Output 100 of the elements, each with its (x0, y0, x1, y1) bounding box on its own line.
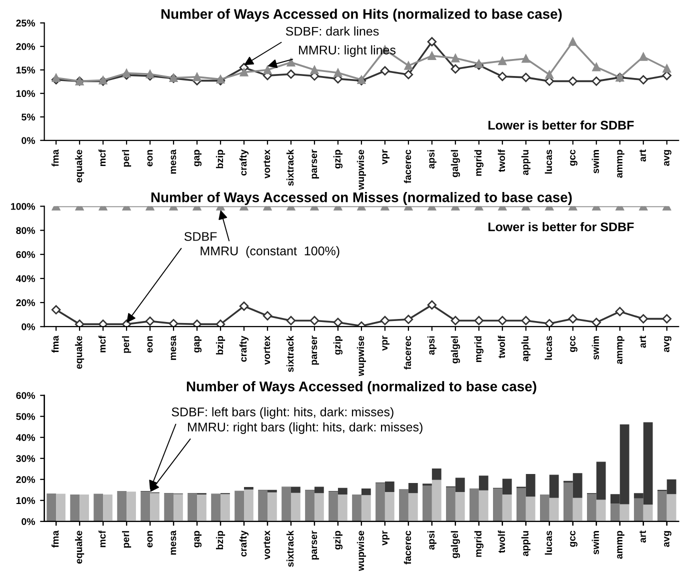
x-tick-label: vpr (382, 530, 390, 546)
x-tick-label: gcc (570, 150, 578, 166)
x-tick-label: swim (592, 150, 599, 174)
x-tick-label: facerec (404, 150, 412, 184)
point (74, 320, 84, 327)
x-tick-label: galgel (450, 336, 460, 364)
point (662, 314, 672, 324)
x-tick-label: perl (122, 336, 132, 353)
point (568, 76, 578, 86)
point (592, 62, 601, 72)
point (639, 52, 648, 61)
point (568, 38, 578, 46)
bar (361, 488, 371, 496)
x-tick-label: fma (52, 336, 59, 353)
x-tick-label: gcc (570, 336, 578, 352)
x-tick-label: art (640, 150, 646, 162)
x-tick-label: mcf (98, 149, 106, 166)
y-tick-label: 20% (16, 476, 36, 484)
x-tick-label: parser (312, 336, 320, 365)
annotation: SDBF: dark lines (286, 26, 379, 36)
bar (290, 486, 300, 493)
x-tick-label: wupwise (356, 150, 366, 190)
x-tick-label: applu (521, 336, 530, 362)
x-tick-label: twolf (498, 336, 506, 358)
x-tick-label: eon (147, 336, 153, 353)
annotation: MMRU: right bars (light: hits, dark: misses) (188, 422, 422, 434)
x-tick-label: avg (664, 531, 672, 547)
x-tick-label: mgrid (474, 150, 484, 176)
point (98, 320, 108, 327)
point (427, 300, 437, 310)
x-tick-label: mcf (98, 530, 106, 548)
x-tick-label: facerec (404, 336, 412, 370)
y-tick-label: 40% (16, 275, 36, 282)
x-tick-label: sixtrack (286, 530, 294, 567)
x-tick-label: art (640, 336, 646, 348)
point (450, 64, 460, 74)
y-tick-label: 0% (22, 137, 36, 144)
x-tick-label: vpr (382, 150, 390, 165)
point (498, 72, 508, 82)
point (498, 316, 508, 326)
x-tick-label: twolf (498, 149, 506, 172)
x-tick-label: mesa (170, 530, 176, 555)
point (216, 75, 225, 84)
y-tick-label: 5% (22, 114, 36, 121)
point (122, 320, 132, 327)
x-tick-label: equake (75, 530, 84, 564)
x-tick-label: bzip (216, 530, 226, 550)
point (263, 66, 272, 74)
bar (432, 468, 442, 480)
x-tick-label: mesa (170, 336, 176, 360)
point (521, 72, 531, 82)
point (286, 316, 296, 326)
x-tick-label: vortex (264, 149, 270, 179)
annotation: Lower is better for SDBF (488, 222, 634, 232)
annotation: MMRU (constant 100%) (200, 246, 340, 258)
x-tick-label: galgel (450, 531, 460, 558)
x-tick-label: lucas (544, 336, 552, 360)
x-tick-label: gap (194, 530, 202, 548)
point (286, 58, 296, 67)
y-tick-label: 80% (16, 227, 36, 234)
y-tick-label: 0% (22, 518, 36, 526)
chart-title: Number of Ways Accessed on Hits (normalized to base case) (161, 8, 562, 22)
point (474, 316, 484, 326)
x-tick-label: wupwise (356, 336, 366, 376)
x-tick-label: mgrid (474, 531, 484, 557)
point (216, 320, 226, 327)
x-tick-label: facerec (404, 530, 412, 564)
x-tick-label: avg (664, 336, 672, 352)
x-tick-label: gzip (333, 150, 343, 168)
x-tick-label: vortex (264, 336, 270, 365)
point (404, 314, 414, 324)
x-tick-label: gcc (570, 530, 578, 547)
x-tick-label: swim (592, 531, 599, 554)
point (451, 54, 460, 62)
y-tick-label: 20% (16, 43, 36, 50)
x-tick-label: perl (122, 531, 132, 548)
y-tick-label: 50% (16, 413, 36, 420)
x-tick-label: applu (521, 150, 530, 176)
point (51, 305, 61, 314)
point (192, 72, 202, 82)
x-tick-label: applu (521, 531, 530, 556)
point (474, 60, 484, 68)
point (240, 68, 248, 76)
x-tick-label: equake (75, 336, 84, 369)
x-tick-label: gzip (333, 530, 343, 550)
point (592, 318, 601, 327)
y-tick-label: 0% (22, 323, 36, 330)
chart-title: Number of Ways Accessed (normalized to base case) (186, 381, 536, 394)
point (498, 56, 507, 66)
point (521, 316, 531, 326)
x-tick-label: apsi (427, 336, 436, 355)
chart-title: Number of Ways Accessed on Misses (normalized to base case) (151, 192, 572, 205)
x-tick-label: lucas (544, 530, 552, 555)
point (146, 70, 154, 78)
x-tick-label: fma (52, 149, 59, 167)
y-tick-label: 25% (16, 20, 36, 27)
point (122, 69, 131, 78)
point (427, 37, 437, 46)
x-tick-label: bzip (216, 336, 226, 354)
x-tick-label: ammp (617, 150, 624, 178)
